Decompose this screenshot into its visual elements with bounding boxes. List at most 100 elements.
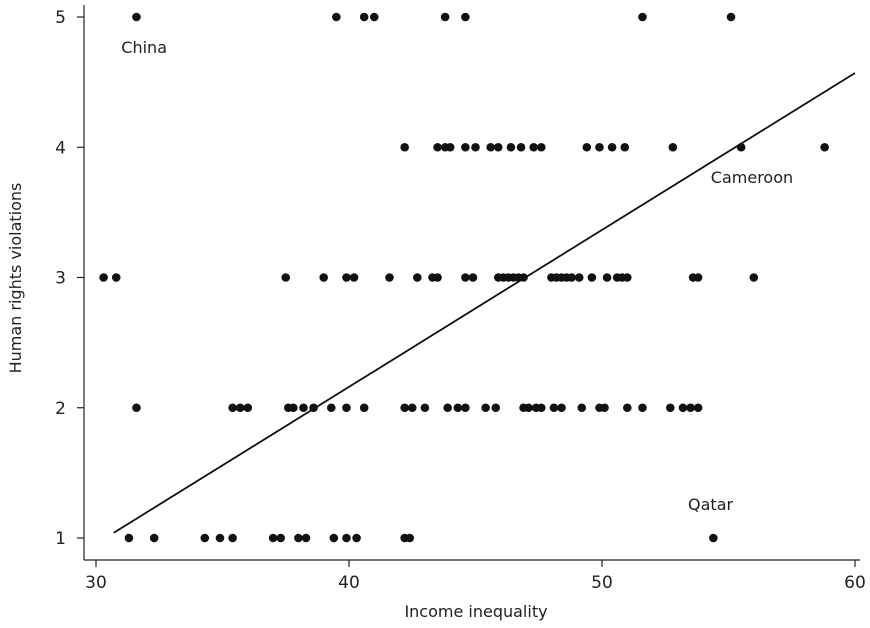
data-point: [228, 403, 237, 413]
data-point: [215, 533, 225, 543]
data-point: [620, 142, 630, 152]
data-point: [623, 403, 632, 413]
data-point: [276, 533, 285, 543]
data-point: [370, 12, 379, 22]
plot-area: China Cameroon Qatar: [99, 12, 856, 543]
data-point: [506, 142, 516, 152]
data-point: [468, 273, 478, 282]
data-point: [319, 273, 329, 282]
x-tick-label: 40: [338, 573, 360, 593]
data-point: [693, 273, 703, 282]
data-point: [516, 142, 526, 152]
data-point: [461, 403, 470, 413]
data-point: [400, 142, 409, 152]
data-point: [329, 533, 339, 543]
data-point: [342, 533, 351, 543]
data-point: [666, 403, 675, 413]
data-point: [289, 403, 298, 413]
data-point: [301, 533, 311, 543]
data-point: [149, 533, 159, 543]
data-point: [407, 403, 417, 413]
data-point: [486, 142, 495, 152]
data-point: [536, 403, 546, 413]
data-point: [400, 403, 409, 413]
data-point: [359, 12, 369, 22]
data-point: [557, 403, 566, 413]
y-tick-label: 5: [55, 8, 66, 28]
data-point: [99, 273, 108, 282]
point-annotation: China: [121, 38, 167, 57]
data-point: [281, 273, 291, 282]
data-point: [413, 273, 422, 282]
y-axis-label: Human rights violations: [6, 183, 25, 374]
data-point: [519, 273, 528, 282]
data-point: [587, 273, 597, 282]
data-point: [124, 533, 134, 543]
data-point: [235, 403, 245, 413]
data-point: [709, 533, 718, 543]
data-point: [567, 273, 576, 282]
data-point: [736, 142, 746, 152]
y-tick-label: 2: [55, 399, 66, 419]
data-point: [549, 403, 559, 413]
data-point: [638, 403, 647, 413]
point-annotation: Cameroon: [711, 168, 793, 187]
data-point: [440, 12, 450, 22]
data-point: [132, 403, 141, 413]
data-point: [132, 12, 141, 22]
data-point: [577, 403, 587, 413]
data-point: [574, 273, 584, 282]
data-point: [607, 142, 617, 152]
data-point: [623, 273, 632, 282]
data-point: [693, 403, 703, 413]
data-point: [536, 142, 546, 152]
data-point: [299, 403, 308, 413]
data-point: [461, 12, 470, 22]
data-point: [268, 533, 278, 543]
point-annotation: Qatar: [688, 495, 733, 514]
data-point: [294, 533, 303, 543]
data-point: [433, 273, 442, 282]
y-axis-ticks: 1 2 3 4 5: [55, 8, 84, 549]
x-tick-label: 50: [591, 573, 613, 593]
x-tick-label: 60: [844, 573, 866, 593]
data-point: [529, 142, 538, 152]
data-point: [342, 273, 351, 282]
data-point: [111, 273, 121, 282]
data-point: [678, 403, 688, 413]
data-point: [668, 142, 678, 152]
x-axis-ticks: 30 40 50 60: [85, 560, 866, 593]
data-point: [600, 403, 609, 413]
data-point: [820, 142, 829, 152]
data-point: [582, 142, 592, 152]
data-point: [332, 12, 341, 22]
x-tick-label: 30: [85, 573, 107, 593]
data-point: [443, 403, 452, 413]
data-point: [638, 12, 647, 22]
data-point: [420, 403, 430, 413]
data-point: [602, 273, 612, 282]
data-point: [433, 142, 442, 152]
data-point: [385, 273, 394, 282]
data-point: [524, 403, 533, 413]
data-point: [461, 142, 470, 152]
y-tick-label: 3: [55, 269, 66, 289]
data-point: [445, 142, 455, 152]
data-point: [228, 533, 237, 543]
data-point: [309, 403, 318, 413]
y-tick-label: 1: [55, 529, 66, 549]
data-point: [200, 533, 210, 543]
data-point: [461, 273, 470, 282]
data-point: [726, 12, 736, 22]
data-point: [481, 403, 490, 413]
data-point: [453, 403, 463, 413]
data-point: [405, 533, 415, 543]
data-point: [243, 403, 253, 413]
data-point: [471, 142, 480, 152]
data-point: [595, 142, 604, 152]
data-point: [359, 403, 369, 413]
y-tick-label: 4: [55, 138, 66, 158]
data-point: [349, 273, 359, 282]
data-point: [491, 403, 501, 413]
